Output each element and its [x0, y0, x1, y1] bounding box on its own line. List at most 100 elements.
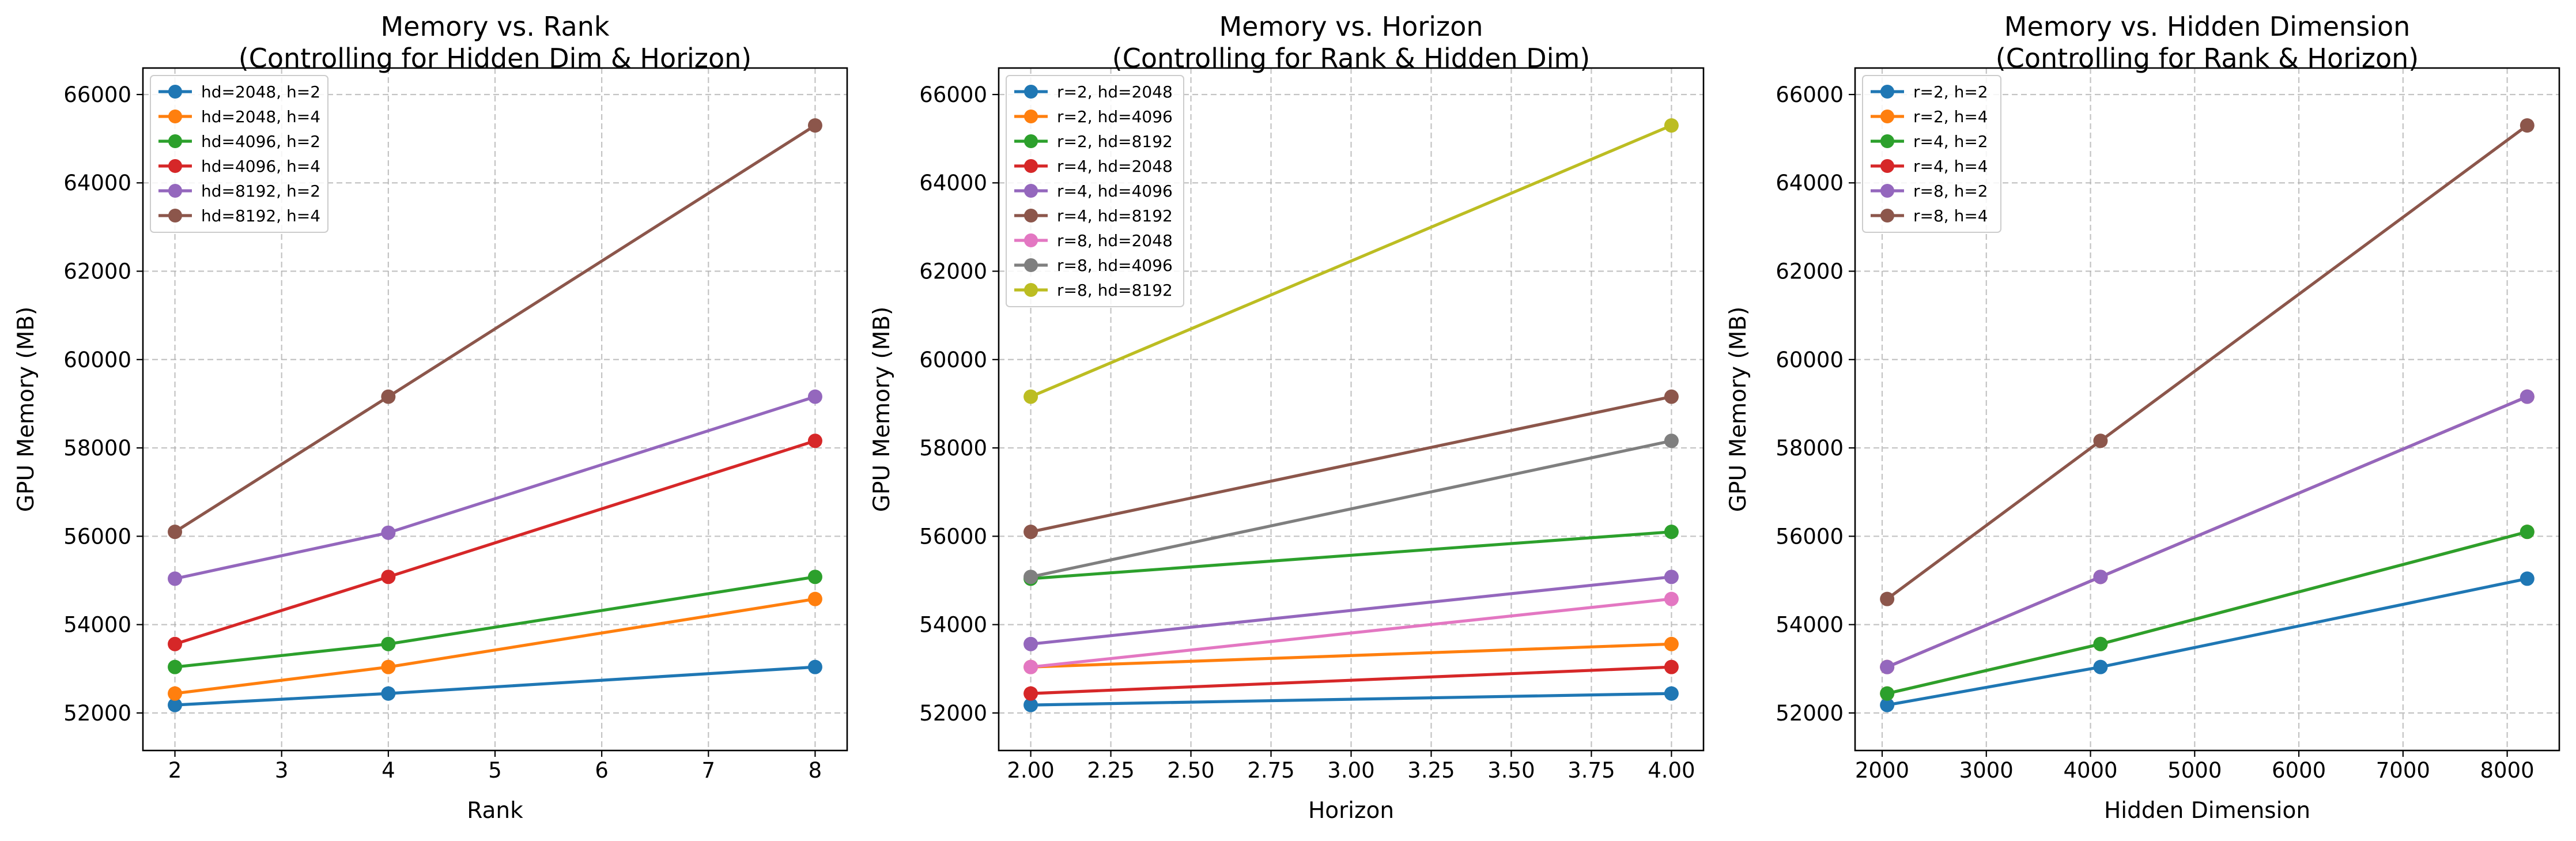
- legend-marker: [168, 184, 182, 198]
- x-tick-label: 3.25: [1407, 758, 1455, 783]
- data-point: [168, 636, 183, 651]
- y-tick-label: 54000: [63, 613, 131, 638]
- x-tick-label: 2.25: [1087, 758, 1134, 783]
- y-tick-label: 62000: [63, 259, 131, 284]
- data-point: [1880, 659, 1895, 674]
- legend-label: r=4, h=2: [1913, 132, 1988, 151]
- series-line-2: [1030, 642, 1672, 669]
- data-point: [2093, 659, 2108, 674]
- x-tick-label: 8: [809, 758, 822, 783]
- data-point: [1664, 636, 1679, 651]
- x-tick-label: 3000: [1959, 758, 2014, 783]
- data-point: [807, 118, 822, 133]
- data-point: [807, 433, 822, 448]
- series-group: [1023, 118, 1679, 712]
- data-point: [381, 659, 396, 674]
- series-line-1: [1030, 692, 1672, 707]
- data-point: [1664, 525, 1679, 540]
- legend-marker: [1880, 85, 1894, 99]
- data-point: [1023, 697, 1038, 712]
- legend-marker: [168, 110, 182, 123]
- legend-label: hd=4096, h=4: [201, 157, 320, 176]
- x-tick-label: 2.00: [1007, 758, 1054, 783]
- data-point: [1664, 686, 1679, 701]
- y-tick-label: 64000: [63, 171, 131, 195]
- legend-label: r=8, h=4: [1913, 206, 1988, 225]
- data-point: [1880, 686, 1895, 701]
- data-point: [168, 571, 183, 586]
- legend-label: r=8, hd=4096: [1057, 256, 1173, 275]
- series-line-9: [1030, 124, 1672, 398]
- y-tick-label: 66000: [919, 82, 987, 107]
- legend-label: r=8, hd=8192: [1057, 281, 1173, 300]
- legend: r=2, hd=2048 r=2, hd=4096 r=2, hd=8192 r=4,…: [1006, 75, 1184, 307]
- x-tick-label: 3.50: [1487, 758, 1535, 783]
- x-tick-label: 6: [595, 758, 609, 783]
- legend-label: hd=2048, h=4: [201, 107, 320, 126]
- data-point: [1023, 686, 1038, 701]
- y-tick-label: 58000: [1776, 436, 1844, 461]
- legend-label: r=4, h=4: [1913, 157, 1988, 176]
- data-point: [2520, 525, 2535, 540]
- x-axis-label: Hidden Dimension: [2104, 798, 2310, 824]
- data-point: [1664, 389, 1679, 404]
- data-point: [381, 525, 396, 540]
- legend-label: hd=8192, h=4: [201, 206, 320, 225]
- y-tick-label: 56000: [63, 524, 131, 549]
- y-tick-label: 64000: [919, 171, 987, 195]
- series-group: [168, 118, 822, 712]
- legend-label: r=2, h=4: [1913, 107, 1988, 126]
- data-point: [1023, 659, 1038, 674]
- data-point: [1023, 389, 1038, 404]
- legend-marker: [1024, 85, 1038, 99]
- legend-label: r=4, hd=8192: [1057, 206, 1173, 225]
- chart-title: Memory vs. Hidden Dimension: [2004, 11, 2411, 42]
- data-point: [381, 636, 396, 651]
- x-tick-label: 5000: [2167, 758, 2222, 783]
- data-point: [1664, 433, 1679, 448]
- x-tick-label: 3.00: [1327, 758, 1374, 783]
- x-tick-label: 2: [168, 758, 182, 783]
- legend-label: hd=4096, h=2: [201, 132, 320, 151]
- chart-title: Memory vs. Rank: [380, 11, 609, 42]
- x-tick-label: 2.50: [1167, 758, 1214, 783]
- data-point: [168, 659, 183, 674]
- y-tick-label: 66000: [63, 82, 131, 107]
- legend-box: [1006, 75, 1184, 307]
- legend-marker: [1880, 184, 1894, 198]
- y-tick-label: 52000: [1776, 701, 1844, 726]
- series-line-5: [1886, 395, 2528, 669]
- x-tick-label: 8000: [2480, 758, 2535, 783]
- legend-marker: [1880, 134, 1894, 148]
- legend-label: r=2, hd=8192: [1057, 132, 1173, 151]
- axes-frame: [1854, 67, 2560, 752]
- y-tick-label: 52000: [63, 701, 131, 726]
- data-point: [807, 570, 822, 584]
- grid: [999, 68, 1704, 751]
- legend-marker: [1024, 134, 1038, 148]
- data-point: [168, 525, 183, 540]
- legend-marker: [168, 134, 182, 148]
- series-line-4: [1030, 665, 1672, 695]
- legend-label: r=8, h=2: [1913, 182, 1988, 201]
- y-tick-label: 56000: [1776, 524, 1844, 549]
- legend-label: r=2, hd=2048: [1057, 82, 1173, 101]
- data-point: [2093, 433, 2108, 448]
- grid: [1855, 68, 2559, 751]
- legend: r=2, h=2 r=2, h=4 r=4, h=2 r=4, h=4 r=8, h=2…: [1862, 75, 2001, 233]
- legend-marker: [1024, 258, 1038, 272]
- series-line-8: [1030, 439, 1672, 579]
- series-line-7: [1030, 597, 1672, 669]
- x-tick-label: 4.00: [1648, 758, 1695, 783]
- x-tick-label: 2000: [1855, 758, 1909, 783]
- data-point: [381, 570, 396, 584]
- data-point: [2520, 118, 2535, 133]
- data-point: [1664, 118, 1679, 133]
- legend-marker: [1880, 159, 1894, 173]
- data-point: [2093, 570, 2108, 584]
- legend-label: r=2, h=2: [1913, 82, 1988, 101]
- series-group: [1880, 118, 2535, 712]
- chart-subtitle: (Controlling for Hidden Dim & Horizon): [239, 43, 751, 74]
- y-tick-label: 62000: [1776, 259, 1844, 284]
- x-axis-label: Rank: [467, 798, 523, 824]
